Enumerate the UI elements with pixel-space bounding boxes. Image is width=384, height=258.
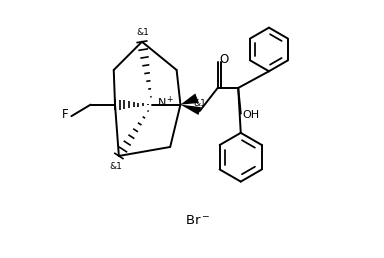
Text: O: O [219,53,229,66]
Polygon shape [180,93,199,105]
Polygon shape [180,105,201,115]
Text: F: F [62,108,69,121]
Text: &1: &1 [109,162,122,171]
Text: N$^+$: N$^+$ [157,94,175,110]
Text: OH: OH [242,110,260,120]
Text: &1: &1 [194,99,207,108]
Text: &1: &1 [137,28,150,36]
Text: Br$^-$: Br$^-$ [185,214,210,227]
